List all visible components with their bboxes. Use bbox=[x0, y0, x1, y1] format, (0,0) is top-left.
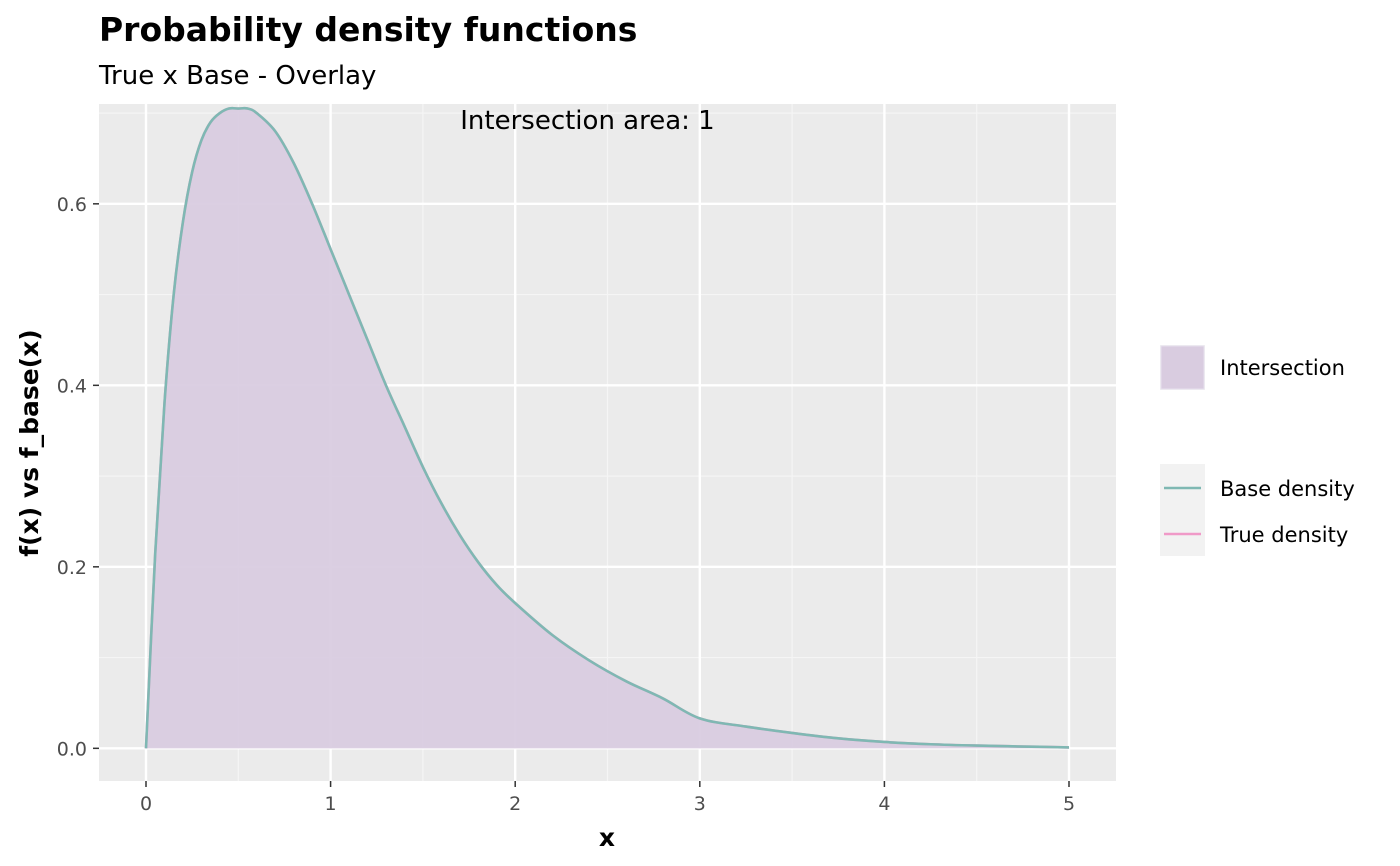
y-tick-label: 0.4 bbox=[57, 375, 87, 397]
chart-subtitle: True x Base - Overlay bbox=[98, 61, 376, 91]
x-tick-label: 1 bbox=[325, 793, 337, 815]
y-tick-label: 0.6 bbox=[57, 194, 87, 216]
y-axis-title: f(x) vs f_base(x) bbox=[15, 329, 44, 556]
x-tick-label: 0 bbox=[140, 793, 152, 815]
x-tick-label: 5 bbox=[1063, 793, 1075, 815]
intersection-area-annotation: Intersection area: 1 bbox=[460, 106, 714, 136]
intersection-area bbox=[146, 108, 1069, 749]
line-layer bbox=[144, 106, 1070, 749]
y-tick-label: 0.0 bbox=[57, 738, 87, 760]
x-axis-ticks: 0 1 2 3 4 5 bbox=[140, 781, 1075, 815]
y-tick-label: 0.2 bbox=[57, 557, 87, 579]
legend-key-bg bbox=[1160, 464, 1205, 556]
legend-label-intersection: Intersection bbox=[1220, 356, 1345, 380]
y-axis-ticks: 0.0 0.2 0.4 0.6 bbox=[57, 194, 99, 760]
x-tick-label: 3 bbox=[694, 793, 706, 815]
x-tick-label: 2 bbox=[509, 793, 521, 815]
legend-key-intersection bbox=[1160, 345, 1205, 390]
area-layer bbox=[146, 108, 1069, 749]
x-axis-title: x bbox=[599, 823, 615, 852]
legend-label-base-density: Base density bbox=[1220, 477, 1355, 501]
chart-title: Probability density functions bbox=[99, 10, 637, 49]
x-tick-label: 4 bbox=[878, 793, 890, 815]
legend: Intersection Base density True density bbox=[1160, 345, 1355, 556]
base-density-line bbox=[144, 106, 1070, 749]
legend-label-true-density: True density bbox=[1219, 523, 1348, 547]
